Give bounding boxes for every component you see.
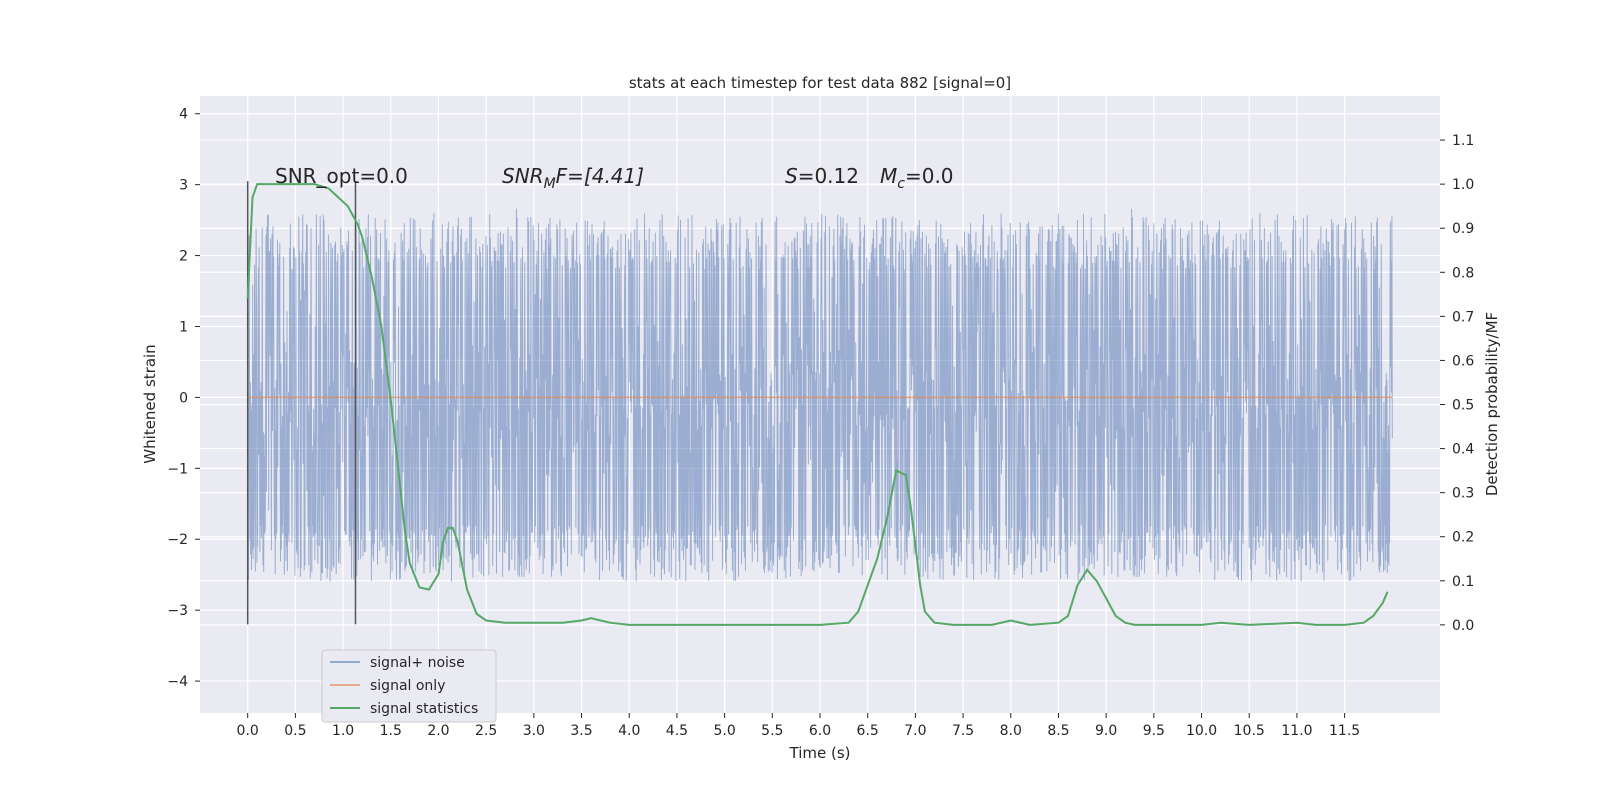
x-tick-label: 9.0 — [1095, 723, 1117, 739]
y-axis-ticks: 4 3 2 1 0 −1 −2 −3 −4 — [167, 107, 200, 690]
y2-axis-ticks: 1.1 1.0 0.9 0.8 0.7 0.6 0.5 0.4 0.3 0.2 0.1 0.0 — [1440, 133, 1474, 634]
x-tick-label: 5.0 — [713, 723, 735, 739]
y2-axis-label: Detection probability/MF — [1483, 312, 1501, 496]
x-tick-label: 2.5 — [475, 723, 497, 739]
annotation-s: S=0.12 — [785, 164, 859, 188]
legend-box — [321, 649, 497, 723]
y-tick-label: −3 — [167, 603, 188, 619]
legend-label-signal-only: signal only — [370, 678, 445, 694]
x-tick-label: 1.0 — [332, 723, 354, 739]
y-tick-label: −2 — [167, 532, 188, 548]
signal-statistics-line — [246, 183, 1389, 626]
y2-tick-label: 0.9 — [1452, 221, 1474, 237]
y-tick-label: 1 — [179, 319, 188, 335]
signal-statistics-series — [246, 183, 1389, 626]
y-tick-label: 2 — [179, 249, 188, 265]
x-tick-label: 3.0 — [523, 723, 545, 739]
y2-tick-label: 0.4 — [1452, 442, 1474, 458]
annotation-snr-mf: SNRMF=[4.41] — [502, 164, 644, 192]
x-tick-label: 8.5 — [1047, 723, 1069, 739]
x-tick-label: 11.0 — [1281, 723, 1312, 739]
legend-label-signal-noise: signal+ noise — [370, 655, 465, 671]
x-tick-label: 3.5 — [570, 723, 592, 739]
x-tick-label: 5.5 — [761, 723, 783, 739]
x-tick-label: 6.0 — [809, 723, 831, 739]
x-tick-label: 2.0 — [427, 723, 449, 739]
x-tick-label: 7.5 — [952, 723, 974, 739]
y2-tick-label: 0.8 — [1452, 265, 1474, 281]
y2-tick-label: 0.6 — [1452, 353, 1474, 369]
chart-title: stats at each timestep for test data 882… — [629, 74, 1011, 92]
y2-tick-label: 0.2 — [1452, 530, 1474, 546]
y2-tick-label: 0.1 — [1452, 574, 1474, 590]
x-tick-label: 4.5 — [666, 723, 688, 739]
y2-tick-label: 0.0 — [1452, 618, 1474, 634]
annotation-snr-opt: SNR_opt=0.0 — [275, 164, 408, 188]
signal-noise-series — [247, 208, 1393, 582]
y-tick-label: −1 — [167, 461, 188, 477]
x-tick-label: 8.0 — [1000, 723, 1022, 739]
legend: signal+ noise signal only signal statist… — [321, 649, 497, 723]
y-tick-label: 4 — [179, 107, 188, 123]
x-tick-label: 4.0 — [618, 723, 640, 739]
x-tick-label: 1.5 — [380, 723, 402, 739]
y-tick-label: −4 — [167, 674, 188, 690]
annotation-mc: Mc=0.0 — [880, 164, 954, 192]
marker-lines — [246, 181, 357, 625]
legend-label-signal-statistics: signal statistics — [370, 701, 478, 717]
y2-tick-label: 0.5 — [1452, 398, 1474, 414]
y2-tick-label: 0.3 — [1452, 486, 1474, 502]
x-axis-ticks: 0.0 0.5 1.0 1.5 2.0 2.5 3.0 3.5 4.0 4.5 5.0 5.5 6.0 6… — [237, 713, 1360, 739]
x-tick-label: 10.5 — [1234, 723, 1265, 739]
x-tick-label: 9.5 — [1143, 723, 1165, 739]
y-tick-label: 3 — [179, 178, 188, 194]
x-tick-label: 0.5 — [284, 723, 306, 739]
y2-tick-label: 1.0 — [1452, 177, 1474, 193]
x-axis-label: Time (s) — [789, 744, 851, 762]
x-tick-label: 7.0 — [904, 723, 926, 739]
y2-tick-label: 1.1 — [1452, 133, 1474, 149]
x-tick-label: 11.5 — [1329, 723, 1360, 739]
y-tick-label: 0 — [179, 390, 188, 406]
y-axis-label: Whitened strain — [141, 344, 159, 463]
x-tick-label: 10.0 — [1186, 723, 1217, 739]
x-tick-label: 0.0 — [237, 723, 259, 739]
y2-tick-label: 0.7 — [1452, 309, 1474, 325]
signal-noise-line — [247, 208, 1393, 582]
x-tick-label: 6.5 — [857, 723, 879, 739]
